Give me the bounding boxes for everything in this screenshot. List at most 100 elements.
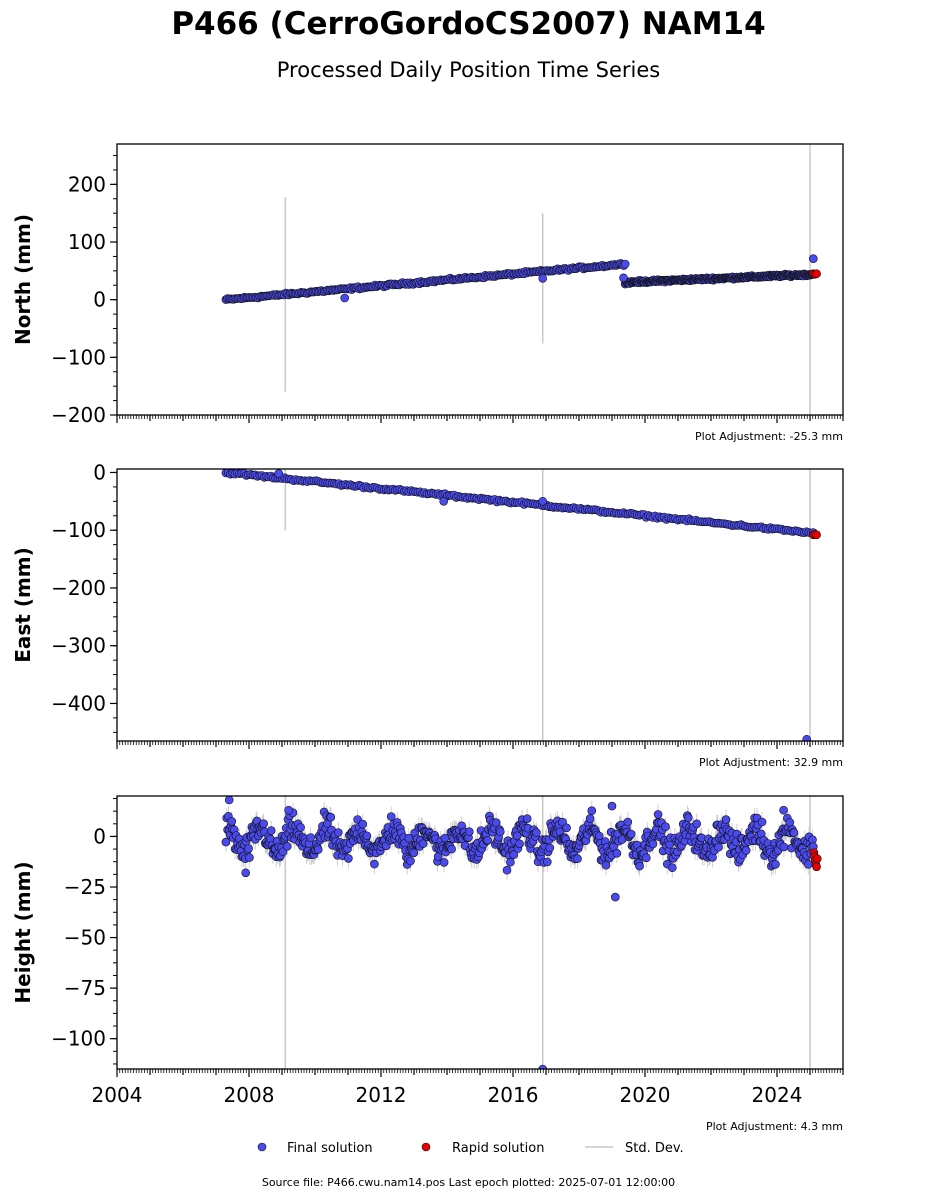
final-point [626,829,636,839]
final-point [333,828,343,837]
chart-title: P466 (CerroGordoCS2007) NAM14 [171,6,766,42]
final-point [653,810,663,819]
y-axis-label: North (mm) [11,214,35,345]
final-point [440,833,450,843]
final-point [692,819,702,829]
final-point [512,831,522,841]
final-point [418,839,428,849]
x-tick-label: 2008 [224,1083,275,1107]
final-point [296,823,305,832]
final-point [585,814,595,823]
final-point [313,845,323,854]
final-point [502,865,512,875]
final-point [587,806,597,816]
y-tick-label: −50 [64,926,106,950]
final-point [607,801,617,811]
legend-rapid-label: Rapid solution [452,1141,544,1156]
x-tick-label: 2024 [752,1083,803,1107]
final-point [340,293,350,303]
final-point [409,848,419,858]
y-tick-label: −25 [64,875,106,899]
final-point [741,846,751,855]
final-point [601,860,611,870]
y-tick-label: −100 [51,1027,106,1051]
final-point [386,812,396,821]
final-point [284,805,293,815]
final-point [538,273,548,283]
final-point [538,1064,547,1069]
final-point [221,837,231,847]
final-point [620,259,630,269]
legend-stddev-label: Std. Dev. [625,1141,684,1156]
legend-rapid-marker [421,1142,431,1152]
plot-adjustment-label: Plot Adjustment: -25.3 mm [695,430,843,443]
x-tick-label: 2020 [620,1083,671,1107]
final-point [266,826,276,835]
final-point [542,857,552,867]
final-point [515,839,524,849]
rapid-point [812,530,821,540]
final-point [245,853,254,862]
legend: Final solution Rapid solution Std. Dev. [257,1141,684,1156]
final-point [344,854,353,863]
y-tick-label: −400 [51,691,106,715]
final-point [562,823,571,833]
final-point [683,813,693,823]
plot-area [221,144,821,415]
final-point [771,859,780,869]
final-point [464,827,474,837]
final-point [224,796,234,805]
rapid-point [812,854,822,863]
final-point [573,854,582,864]
final-point [447,844,456,854]
final-point [648,839,658,849]
plot-area [221,796,822,1069]
y-tick-label: 0 [93,460,106,484]
panel-0: 200 100 0 −100 −200 North (mm) Plot Adjustment… [11,143,844,443]
final-point [404,833,414,843]
x-tick-label: 2016 [488,1083,539,1107]
source-caption: Source file: P466.cwu.nam14.pos Last epo… [261,1176,676,1189]
final-point [241,868,250,878]
final-point [244,844,253,853]
final-point [721,815,731,824]
x-tick-label: 2012 [356,1083,407,1107]
y-tick-label: −100 [51,518,106,542]
rapid-point [812,269,821,279]
plot-area [221,469,821,741]
final-point [661,822,670,832]
final-point [439,496,449,506]
x-tick-label: 2004 [92,1083,143,1107]
final-point [362,831,372,841]
y-tick-label: 200 [68,172,106,196]
final-point [545,843,555,853]
final-point [491,818,501,827]
final-point [623,817,633,827]
final-point [326,812,336,822]
rapid-point [812,862,821,872]
final-point [532,828,541,837]
final-point [779,805,788,815]
y-tick-label: −100 [51,345,106,369]
y-tick-label: −300 [51,634,106,658]
final-point [522,814,532,824]
final-point [483,835,493,845]
final-point [406,856,415,866]
y-tick-label: −200 [51,576,106,600]
final-point [227,817,237,826]
final-point [785,818,795,827]
chart-subtitle: Processed Daily Position Time Series [276,58,661,82]
final-point [274,469,284,478]
final-point [538,496,548,506]
final-point [757,817,767,827]
final-point [612,848,622,858]
axes-frame [116,468,844,742]
final-point [789,828,799,838]
final-point [558,817,567,827]
plot-adjustment-label: Plot Adjustment: 32.9 mm [699,756,843,769]
final-point [610,892,620,902]
panel-2: 0 −25 −50 −75 −100 2004 2008 2012 2016 2020 2024 He… [11,795,844,1133]
legend-final-label: Final solution [287,1141,373,1156]
plot-adjustment-label: Plot Adjustment: 4.3 mm [706,1120,843,1133]
